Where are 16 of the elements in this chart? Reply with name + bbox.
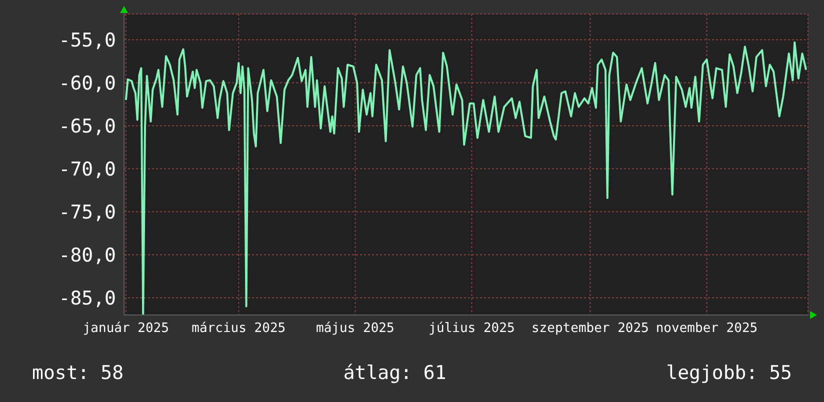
y-tick-label: -60,0 [58, 72, 116, 95]
x-tick-label: július 2025 [428, 321, 515, 336]
x-tick-label: május 2025 [316, 321, 394, 336]
y-tick-label: -80,0 [58, 244, 116, 267]
x-tick-label: március 2025 [192, 321, 286, 336]
text: átlag: 61 [343, 362, 446, 384]
y-tick-label: -75,0 [58, 202, 116, 224]
text: most: 58 [32, 362, 124, 384]
y-tick-label: -55,0 [58, 30, 116, 52]
y-tick-label: -65,0 [58, 116, 116, 138]
x-tick-label: január 2025 [82, 321, 169, 336]
x-tick-label: november 2025 [656, 321, 758, 336]
y-tick-label: -85,0 [58, 288, 116, 310]
x-tick-label: szeptember 2025 [531, 321, 649, 336]
text: legjobb: 55 [666, 362, 792, 384]
y-tick-label: -70,0 [58, 158, 116, 181]
